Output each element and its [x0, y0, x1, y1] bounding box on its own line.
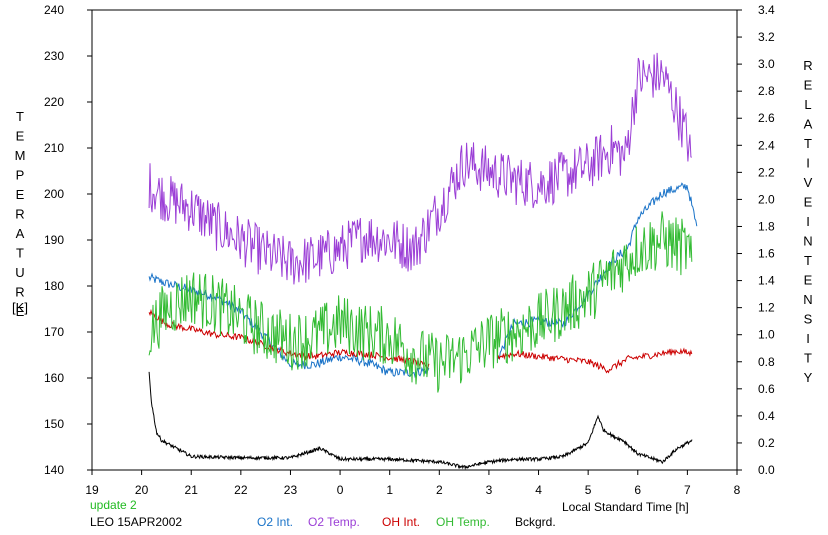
right-axis-ticks: 0.0 0.2 0.4 0.6 0.8 1.0 1.2 1.4 1.6 1.8 2.0 2.2 2.4 2…: [737, 3, 775, 477]
left-title-letter: T: [16, 109, 24, 124]
update-label: update 2: [90, 498, 137, 512]
bckgrd-line: [148, 371, 693, 471]
x-tick-label: 5: [585, 483, 592, 497]
right-tick-label: 0.8: [758, 355, 775, 369]
left-title-letter: E: [16, 129, 25, 144]
right-title-letter: Y: [804, 370, 813, 385]
right-tick-label: 2.6: [758, 111, 775, 125]
right-tick-label: 1.2: [758, 301, 775, 315]
right-tick-label: 2.4: [758, 138, 775, 152]
right-title-letter: I: [806, 156, 810, 171]
legend-bckgrd: Bckgrd.: [515, 515, 556, 529]
right-title-letter: I: [806, 331, 810, 346]
left-tick-label: 210: [44, 141, 64, 155]
legend-o2-int: O2 Int.: [257, 515, 293, 529]
left-tick-label: 220: [44, 95, 64, 109]
right-tick-label: 3.4: [758, 3, 775, 17]
station-date-label: LEO 15APR2002: [90, 515, 182, 529]
o2-temp-line: [148, 52, 693, 285]
left-title-letter: P: [16, 168, 25, 183]
x-tick-label: 7: [684, 483, 691, 497]
right-tick-label: 0.0: [758, 463, 775, 477]
x-tick-label: 23: [284, 483, 298, 497]
left-tick-label: 170: [44, 325, 64, 339]
x-tick-label: 1: [386, 483, 393, 497]
left-title-letter: T: [16, 246, 24, 261]
right-tick-label: 2.2: [758, 165, 775, 179]
left-title-letter: A: [16, 226, 25, 241]
right-title-letter: A: [804, 117, 813, 132]
legend-oh-temp: OH Temp.: [436, 515, 490, 529]
right-title-letter: N: [803, 234, 812, 249]
right-tick-label: 1.8: [758, 219, 775, 233]
right-tick-label: 2.0: [758, 192, 775, 206]
left-title-letter: R: [15, 285, 24, 300]
left-title-letter: E: [16, 187, 25, 202]
x-tick-label: 3: [486, 483, 493, 497]
right-tick-label: 3.0: [758, 57, 775, 71]
left-title-letter: M: [15, 148, 26, 163]
left-title-letter: R: [15, 207, 24, 222]
right-tick-label: 0.2: [758, 436, 775, 450]
right-title-letter: N: [803, 292, 812, 307]
series-lines: [148, 52, 698, 471]
right-title-letter: V: [804, 175, 813, 190]
left-tick-label: 240: [44, 3, 64, 17]
right-title-letter: I: [806, 214, 810, 229]
left-tick-label: 230: [44, 49, 64, 63]
left-tick-label: 150: [44, 417, 64, 431]
left-tick-label: 180: [44, 279, 64, 293]
right-title-letter: T: [804, 253, 812, 268]
right-tick-label: 0.4: [758, 409, 775, 423]
right-title-letter: E: [804, 78, 813, 93]
right-tick-label: 1.0: [758, 328, 775, 342]
right-tick-label: 1.4: [758, 274, 775, 288]
legend-oh-int: OH Int.: [382, 515, 420, 529]
right-tick-label: 2.8: [758, 84, 775, 98]
right-title-letter: S: [804, 312, 813, 327]
right-tick-label: 1.6: [758, 247, 775, 261]
left-tick-label: 140: [44, 463, 64, 477]
right-title-letter: E: [804, 273, 813, 288]
right-title-letter: E: [804, 195, 813, 210]
left-tick-label: 200: [44, 187, 64, 201]
right-title-letter: T: [804, 351, 812, 366]
x-axis-title: Local Standard Time [h]: [562, 500, 689, 514]
left-axis-ticks: 140 150 160 170 180 190 200 210 220 230 240: [44, 3, 92, 477]
right-title-letter: L: [804, 97, 811, 112]
x-tick-label: 4: [535, 483, 542, 497]
left-tick-label: 160: [44, 371, 64, 385]
x-tick-label: 8: [734, 483, 741, 497]
x-axis-ticks: 19 20 21 22 23 0 1 2 3 4 5 6 7 8: [85, 470, 741, 497]
right-tick-label: 3.2: [758, 30, 775, 44]
right-tick-label: 0.6: [758, 382, 775, 396]
left-tick-label: 190: [44, 233, 64, 247]
x-tick-label: 0: [337, 483, 344, 497]
x-tick-label: 19: [85, 483, 99, 497]
x-tick-label: 22: [234, 483, 248, 497]
x-tick-label: 2: [436, 483, 443, 497]
x-tick-label: 6: [634, 483, 641, 497]
oh-temp-line: [148, 211, 693, 393]
legend-o2-temp: O2 Temp.: [308, 515, 360, 529]
x-tick-label: 21: [185, 483, 199, 497]
left-title-unit: [K]: [12, 300, 28, 315]
right-title-letter: R: [803, 58, 812, 73]
left-title-letter: U: [15, 265, 24, 280]
right-title-letter: T: [804, 136, 812, 151]
x-tick-label: 20: [135, 483, 149, 497]
left-title-letter: E: [16, 304, 25, 319]
